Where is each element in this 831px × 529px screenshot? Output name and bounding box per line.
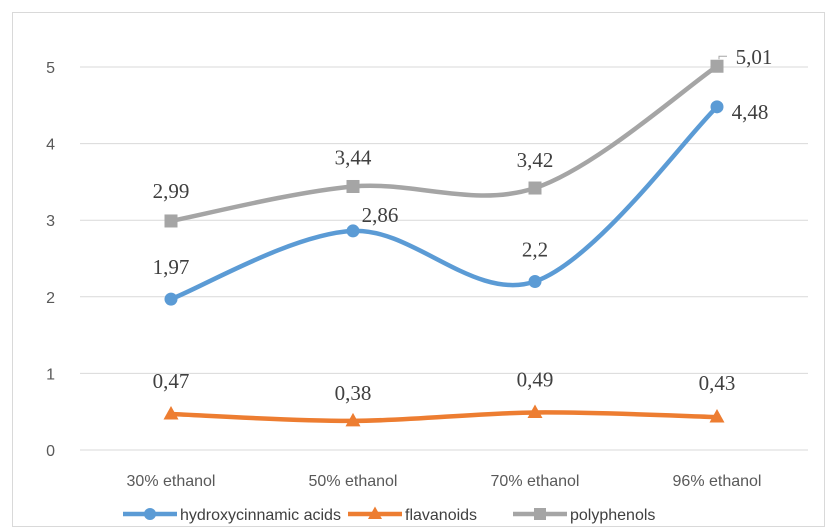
data-label: 2,2	[522, 237, 548, 261]
data-label: 0,43	[699, 371, 736, 395]
data-label: 4,48	[732, 100, 769, 124]
legend-marker	[144, 508, 156, 520]
series-line-flavanoids	[168, 410, 720, 424]
data-point	[164, 214, 178, 228]
data-point	[346, 224, 360, 238]
data-point	[164, 292, 178, 306]
data-label: 0,47	[153, 369, 190, 393]
data-point	[527, 404, 543, 418]
x-tick-label: 96% ethanol	[673, 473, 762, 490]
data-point	[528, 181, 542, 195]
data-label: 0,38	[335, 381, 372, 405]
legend-item: flavanoids	[348, 506, 477, 524]
legend-marker	[534, 508, 546, 520]
y-tick-label: 5	[46, 60, 55, 77]
label-leader-line	[718, 55, 727, 60]
data-label: 5,01	[736, 45, 773, 69]
series-line-polyphenols	[168, 63, 720, 224]
legend-item: hydroxycinnamic acids	[123, 507, 341, 524]
data-label: 2,99	[153, 179, 190, 203]
x-tick-label: 70% ethanol	[491, 473, 580, 490]
y-tick-label: 2	[46, 290, 55, 307]
y-tick-label: 1	[46, 366, 55, 383]
data-point	[710, 100, 724, 114]
data-label: 0,49	[517, 367, 554, 391]
series-line-hydroxycinnamic-acids	[168, 104, 720, 302]
data-label: 3,42	[517, 148, 554, 172]
data-point	[346, 179, 360, 193]
data-label: 3,44	[335, 145, 372, 169]
x-tick-label: 50% ethanol	[309, 473, 398, 490]
data-point	[345, 412, 361, 427]
data-point	[528, 274, 542, 288]
y-tick-label: 0	[46, 443, 55, 460]
data-point	[710, 59, 724, 73]
gridlines	[80, 66, 808, 451]
data-point	[163, 405, 179, 420]
legend-label: hydroxycinnamic acids	[180, 507, 341, 524]
legend-label: polyphenols	[570, 507, 655, 524]
data-point	[709, 409, 725, 423]
legend-item: polyphenols	[513, 507, 655, 524]
legend-marker	[368, 506, 382, 519]
y-tick-label: 4	[46, 137, 55, 154]
x-tick-label: 30% ethanol	[127, 473, 216, 490]
y-tick-label: 3	[46, 213, 55, 230]
data-label: 1,97	[153, 255, 190, 279]
legend-label: flavanoids	[405, 507, 477, 524]
data-label: 2,86	[362, 203, 399, 227]
chart-area	[12, 12, 825, 527]
